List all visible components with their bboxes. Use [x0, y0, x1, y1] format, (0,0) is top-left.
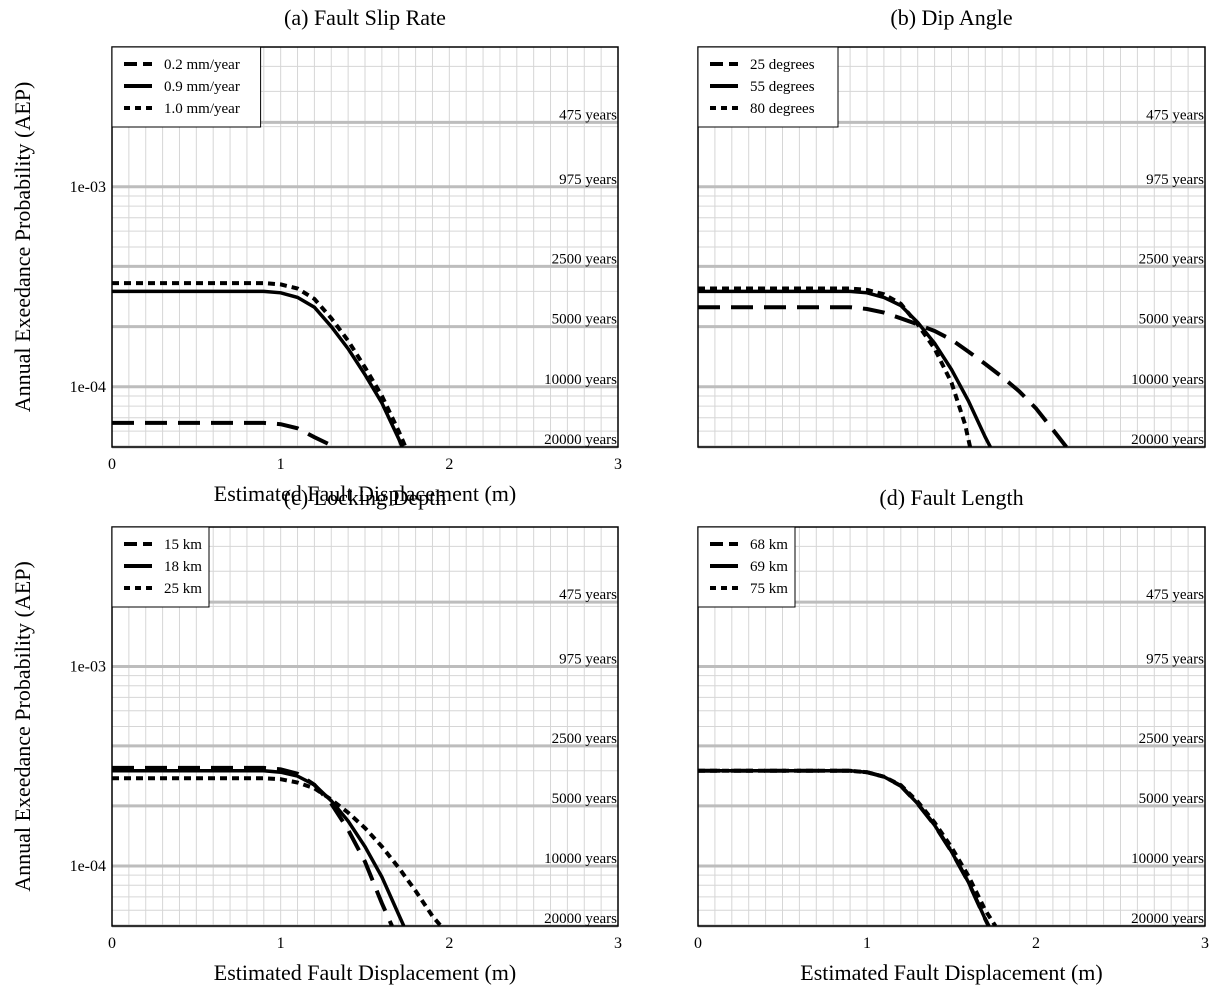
legend-entry-label: 18 km: [164, 559, 202, 575]
legend-entry-label: 25 km: [164, 581, 202, 597]
x-tick-label: 2: [445, 456, 453, 473]
series-group: [112, 281, 408, 447]
x-axis-label: Estimated Fault Displacement (m): [800, 960, 1102, 985]
return-period-label: 5000 years: [1139, 791, 1205, 807]
plot-frame: [697, 46, 1206, 448]
x-axis-label: Estimated Fault Displacement (m): [214, 481, 516, 506]
series-line-dotted: [112, 281, 408, 447]
x-tick-label: 3: [614, 456, 622, 473]
series-group: [698, 286, 1068, 447]
x-tick-label: 1: [277, 456, 285, 473]
series-line-solid: [698, 769, 991, 926]
return-period-label: 10000 years: [544, 372, 617, 388]
return-period-label: 475 years: [559, 107, 617, 123]
x-tick-label: 1: [277, 935, 285, 952]
series-line-dashed: [698, 768, 991, 926]
series-line-dashed: [698, 305, 1068, 447]
plot-frame: [697, 526, 1206, 927]
x-tick-label: 0: [108, 935, 116, 952]
chart-panel-2: 475 years 975 years 2500 years 5000 years 10…: [697, 5, 1206, 449]
return-period-label: 975 years: [559, 172, 617, 188]
return-period-label: 10000 years: [544, 851, 617, 867]
legend-entry-label: 1.0 mm/year: [164, 101, 240, 117]
x-tick-label: 2: [445, 935, 453, 952]
y-axis-label: Annual Exeedance Probability (AEP): [10, 82, 35, 413]
x-tick-label: 2: [1032, 935, 1040, 952]
legend-entry-label: 25 degrees: [750, 57, 815, 73]
legend-entry-label: 75 km: [750, 581, 788, 597]
return-period-label: 2500 years: [552, 251, 618, 267]
x-axis-label: Estimated Fault Displacement (m): [214, 960, 516, 985]
return-period-label: 2500 years: [1139, 251, 1205, 267]
legend-entry-label: 80 degrees: [750, 101, 815, 117]
return-period-label: 10000 years: [1131, 851, 1204, 867]
return-period-label: 975 years: [559, 651, 617, 667]
series-line-dashed: [112, 420, 333, 447]
y-tick-label: 1e-03: [70, 179, 106, 196]
x-tick-label: 0: [694, 935, 702, 952]
return-period-label: 475 years: [1146, 107, 1204, 123]
legend-entry-label: 15 km: [164, 537, 202, 553]
panel-title: (a) Fault Slip Rate: [284, 5, 446, 30]
series-line-solid: [112, 769, 406, 926]
legend-entry-label: 0.2 mm/year: [164, 57, 240, 73]
legend-entry-label: 68 km: [750, 537, 788, 553]
return-period-label: 475 years: [559, 587, 617, 603]
series-line-dashed: [112, 765, 394, 926]
return-period-label: 975 years: [1146, 651, 1204, 667]
series-line-dotted: [112, 776, 443, 926]
series-line-dotted: [698, 286, 973, 447]
series-group: [112, 765, 443, 926]
x-tick-label: 0: [108, 456, 116, 473]
series-line-dotted: [698, 768, 998, 926]
x-tick-label: 3: [1201, 935, 1209, 952]
return-period-label: 5000 years: [1139, 312, 1205, 328]
return-period-label: 475 years: [1146, 587, 1204, 603]
x-tick-label: 1: [863, 935, 871, 952]
legend-entry-label: 69 km: [750, 559, 788, 575]
plot-frame: [111, 526, 619, 927]
y-axis-label: Annual Exeedance Probability (AEP): [10, 561, 35, 892]
return-period-label: 20000 years: [544, 432, 617, 448]
panel-title: (c) Locking Depth: [284, 485, 447, 510]
return-period-label: 2500 years: [1139, 731, 1205, 747]
return-period-label: 975 years: [1146, 172, 1204, 188]
y-tick-label: 1e-03: [70, 658, 106, 675]
series-line-solid: [698, 289, 992, 447]
return-period-label: 5000 years: [552, 791, 618, 807]
legend-entry-label: 55 degrees: [750, 79, 815, 95]
return-period-label: 5000 years: [552, 312, 618, 328]
panel-title: (d) Fault Length: [879, 485, 1023, 510]
plot-frame: [111, 46, 619, 448]
return-period-label: 20000 years: [1131, 911, 1204, 927]
y-tick-label: 1e-04: [70, 858, 106, 875]
y-tick-label: 1e-04: [70, 379, 106, 396]
return-period-label: 20000 years: [1131, 432, 1204, 448]
return-period-label: 10000 years: [1131, 372, 1204, 388]
x-tick-label: 3: [614, 935, 622, 952]
panel-title: (b) Dip Angle: [890, 5, 1012, 30]
series-group: [698, 768, 998, 926]
series-line-solid: [112, 289, 404, 447]
return-period-label: 20000 years: [544, 911, 617, 927]
legend-entry-label: 0.9 mm/year: [164, 79, 240, 95]
return-period-label: 2500 years: [552, 731, 618, 747]
